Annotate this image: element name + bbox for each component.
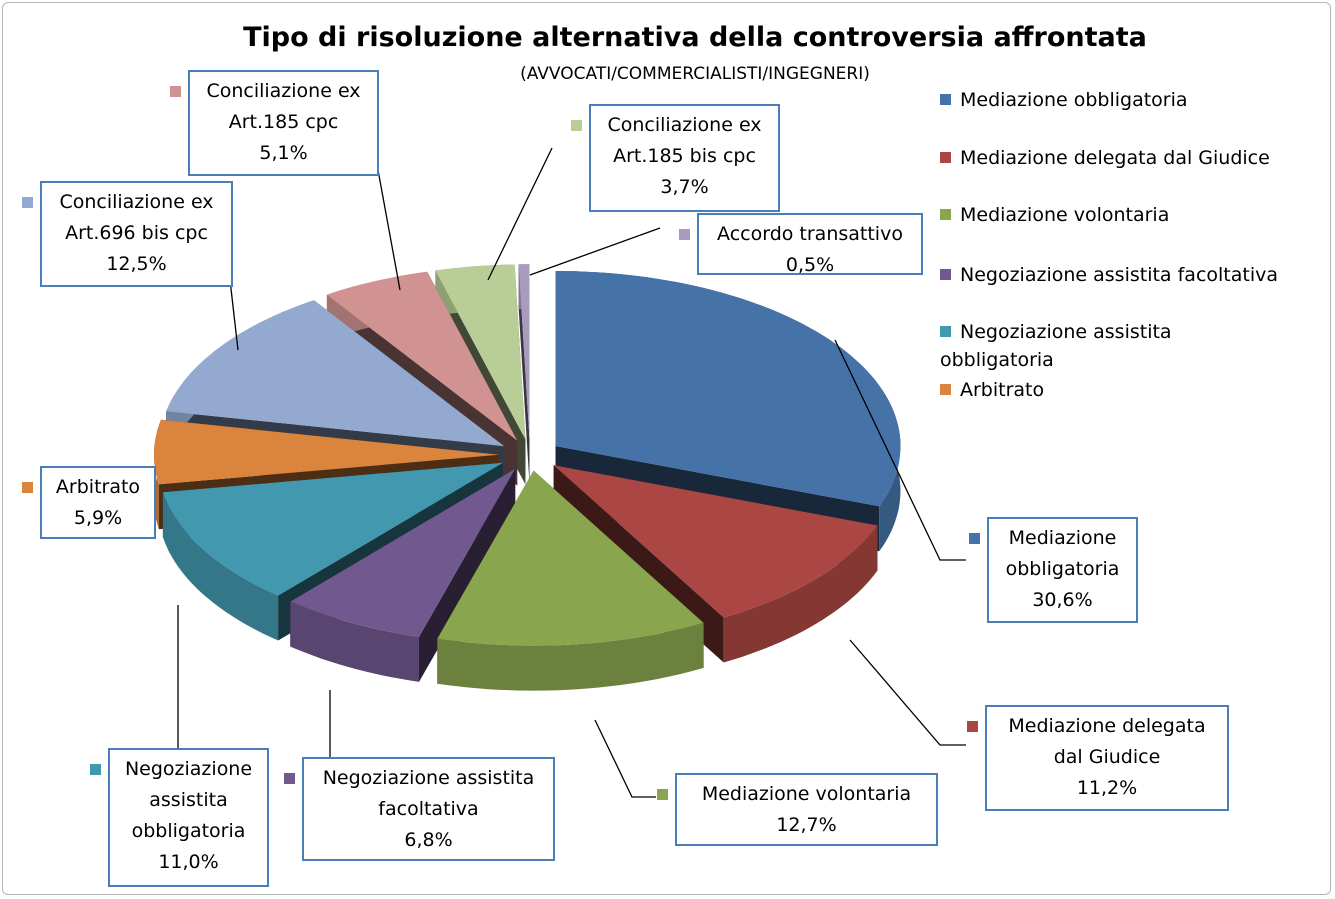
data-label: Conciliazione ex Art.696 bis cpc 12,5% (22, 181, 233, 287)
data-label-name: Mediazione volontaria (701, 783, 912, 805)
legend-entry: Mediazione volontaria (940, 201, 1320, 229)
slice-top (162, 462, 503, 596)
legend-entry: Mediazione delegata dal Giudice (940, 144, 1320, 172)
label-swatch (22, 197, 33, 208)
data-label-name: Conciliazione ex Art.185 cpc (206, 80, 361, 133)
label-swatch (170, 86, 181, 97)
slice-top (555, 271, 901, 507)
slice-top (326, 271, 518, 441)
data-label: Accordo transattivo 0,5% (679, 213, 923, 276)
data-label: Mediazione volontaria 12,7% (657, 773, 938, 846)
data-label-name: Conciliazione ex Art.696 bis cpc (59, 191, 214, 244)
slice-wall (723, 525, 878, 663)
legend-label: Mediazione volontaria (960, 204, 1170, 226)
slice-top (166, 300, 505, 447)
label-swatch (22, 482, 33, 493)
leader-line (229, 279, 239, 351)
legend-entry: Mediazione obbligatoria (940, 86, 1320, 114)
legend-swatch (940, 269, 951, 280)
legend-swatch (940, 94, 951, 105)
data-label-value: 11,2% (1076, 777, 1138, 799)
leader-line (834, 339, 966, 561)
data-label-value: 30,6% (1032, 589, 1093, 611)
data-label: Conciliazione ex Art.185 bis cpc 3,7% (571, 104, 780, 212)
leader-line (487, 147, 553, 281)
legend-label: Arbitrato (960, 379, 1045, 401)
slice-top (435, 264, 526, 440)
slice-side (518, 264, 530, 485)
legend-label: Mediazione obbligatoria (960, 89, 1188, 111)
label-swatch (967, 721, 978, 732)
legend-entry: Arbitrato (940, 376, 1320, 404)
legend-label: Mediazione delegata dal Giudice (960, 147, 1270, 169)
slice-top (553, 465, 878, 618)
slice (437, 470, 704, 691)
slice-top (154, 419, 499, 485)
data-label-value: 0,5% (785, 254, 835, 276)
data-label-value: 5,9% (73, 507, 123, 529)
data-label-name: Accordo transattivo (717, 223, 903, 245)
legend-label: Negoziazione assistita obbligatoria (940, 321, 1172, 371)
chart-title: Tipo di risoluzione alternativa della co… (243, 22, 1147, 53)
data-label: Mediazione delegata dal Giudice 11,2% (967, 705, 1229, 811)
slice-wall (290, 601, 419, 682)
chart-subtitle: (AVVOCATI/COMMERCIALISTI/INGEGNERI) (520, 64, 870, 84)
leader-line (849, 639, 966, 746)
leader-line (377, 169, 401, 291)
legend-swatch (940, 326, 951, 337)
data-label-name: Mediazione obbligatoria (1005, 527, 1120, 580)
data-label: Negoziazione assistita obbligatoria 11,0% (90, 748, 269, 887)
legend-swatch (940, 152, 951, 163)
label-swatch (679, 229, 690, 240)
data-label-name: Negoziazione assistita obbligatoria (124, 758, 253, 842)
slice-top (518, 264, 530, 440)
label-swatch (969, 533, 980, 544)
slice (518, 264, 530, 485)
slice (290, 468, 516, 682)
data-label-name: Mediazione delegata dal Giudice (1008, 715, 1206, 768)
data-label-value: 3,7% (660, 176, 709, 198)
label-swatch (90, 764, 101, 775)
slice-wall (162, 492, 279, 641)
data-label-name: Conciliazione ex Art.185 bis cpc (607, 114, 762, 167)
data-label-name: Arbitrato (55, 476, 141, 498)
data-label-value: 12,5% (106, 253, 167, 275)
data-label-value: 6,8% (404, 829, 453, 851)
slice-top (290, 468, 516, 637)
legend-swatch (940, 384, 951, 395)
label-swatch (571, 120, 582, 131)
leader-line (594, 719, 656, 798)
data-label-name: Negoziazione assistita facoltativa (322, 767, 535, 820)
legend-swatch (940, 209, 951, 220)
data-label-value: 5,1% (259, 142, 308, 164)
slice-wall (437, 622, 704, 691)
data-label-value: 12,7% (776, 814, 837, 836)
label-swatch (657, 789, 668, 800)
legend-entry: Negoziazione assistita obbligatoria (940, 318, 1210, 374)
leader-line (529, 227, 661, 276)
data-label: Conciliazione ex Art.185 cpc 5,1% (170, 70, 379, 176)
legend-entry: Negoziazione assistita facoltativa (940, 261, 1320, 289)
label-swatch (284, 773, 295, 784)
data-label: Negoziazione assistita facoltativa 6,8% (284, 757, 555, 861)
data-label: Mediazione obbligatoria 30,6% (969, 517, 1138, 623)
data-label: Arbitrato 5,9% (22, 466, 156, 539)
legend-label: Negoziazione assistita facoltativa (960, 264, 1278, 286)
slice-top (437, 470, 704, 646)
data-label-value: 11,0% (158, 851, 219, 873)
